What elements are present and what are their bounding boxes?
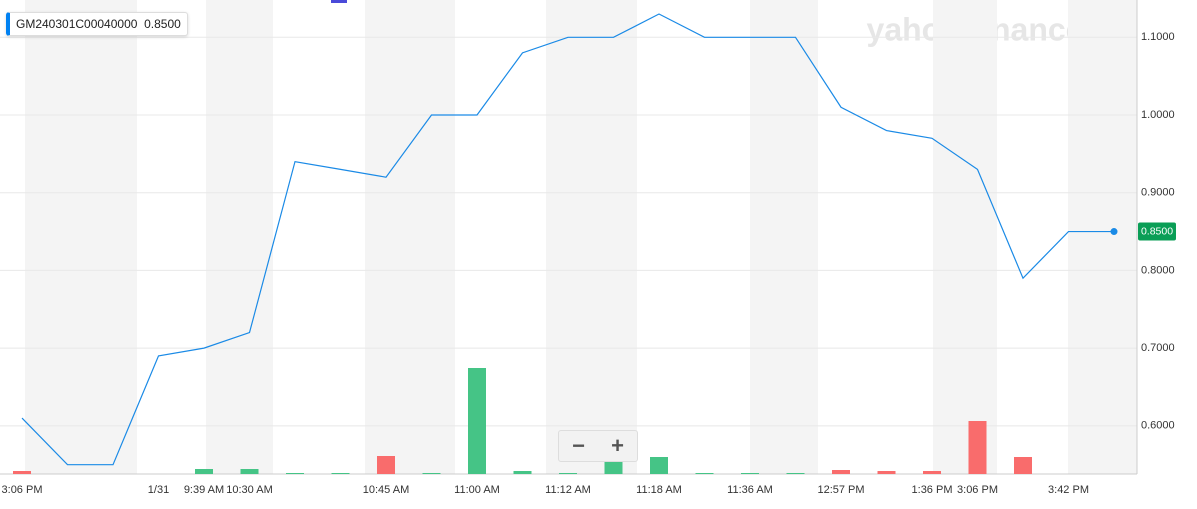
volume-bar — [286, 473, 304, 474]
volume-bar — [650, 457, 668, 474]
band — [25, 0, 137, 474]
volume-bar — [559, 473, 577, 474]
band — [365, 0, 455, 474]
band — [206, 0, 273, 474]
x-tick-label: 10:30 AM — [226, 484, 272, 496]
zoom-out[interactable]: − — [572, 433, 585, 458]
last-point — [1110, 228, 1118, 236]
x-tick-label: 10:45 AM — [363, 484, 409, 496]
volume-bar — [604, 460, 623, 474]
band — [750, 0, 818, 474]
volume-bar — [513, 471, 532, 474]
volume-bar — [377, 456, 395, 474]
zoom-controls: − + — [558, 430, 638, 462]
volume-bar — [741, 473, 759, 474]
last-tag — [1138, 222, 1176, 241]
band — [1068, 0, 1137, 474]
y-tick-label: 0.7000 — [1141, 342, 1175, 354]
y-tick-label: 0.6000 — [1141, 420, 1175, 432]
price-line — [21, 13, 1114, 466]
x-tick-label: 3:42 PM — [1048, 484, 1089, 496]
x-tick-label: 3:06 PM — [2, 484, 43, 496]
band — [933, 0, 997, 474]
volume-bar — [422, 473, 441, 474]
y-tick-label: 0.9000 — [1141, 187, 1175, 199]
top-marker — [331, 0, 347, 3]
band — [546, 0, 637, 474]
volume-bar — [786, 473, 805, 474]
zoom-in[interactable]: + — [611, 433, 624, 458]
volume-bar — [923, 471, 941, 474]
volume-bar — [695, 473, 714, 474]
last-label: 0.8500 — [1141, 225, 1173, 237]
x-tick-label: 11:18 AM — [636, 484, 682, 496]
legend-value: 0.8500 — [144, 17, 181, 31]
x-tick-label: 9:39 AM — [184, 484, 224, 496]
volume-bar — [240, 469, 259, 474]
volume-bar — [331, 473, 350, 474]
y-tick-label: 1.1000 — [1141, 31, 1175, 43]
volume-bar — [1014, 457, 1032, 474]
volume-bar — [13, 471, 31, 474]
volume-bar — [468, 368, 486, 474]
volume-bar — [195, 469, 213, 474]
x-tick-label: 3:06 PM — [957, 484, 998, 496]
x-tick-label: 1:36 PM — [912, 484, 953, 496]
volume-bar — [877, 471, 896, 474]
x-tick-label: 1/31 — [148, 484, 169, 496]
x-tick-label: 11:36 AM — [727, 484, 773, 496]
legend: GM240301C00040000 0.8500 — [6, 12, 188, 36]
x-tick-label: 11:00 AM — [454, 484, 500, 496]
y-tick-label: 1.0000 — [1141, 109, 1175, 121]
legend-name: GM240301C00040000 — [16, 17, 138, 31]
x-tick-label: 11:12 AM — [545, 484, 591, 496]
volume-bar — [832, 470, 850, 474]
x-tick-label: 12:57 PM — [817, 484, 864, 496]
y-tick-label: 0.8000 — [1141, 264, 1175, 276]
volume-bar — [968, 421, 987, 474]
